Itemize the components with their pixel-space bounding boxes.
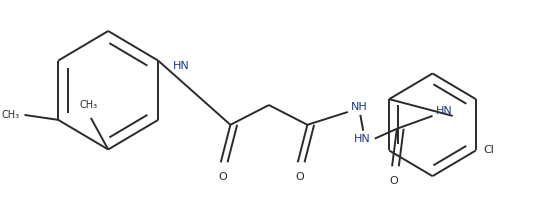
Text: CH₃: CH₃ bbox=[2, 110, 20, 120]
Text: Cl: Cl bbox=[483, 145, 495, 155]
Text: HN: HN bbox=[353, 134, 370, 144]
Text: O: O bbox=[390, 176, 398, 186]
Text: O: O bbox=[295, 172, 304, 182]
Text: CH₃: CH₃ bbox=[80, 100, 98, 110]
Text: HN: HN bbox=[173, 61, 189, 71]
Text: O: O bbox=[219, 172, 227, 182]
Text: NH: NH bbox=[351, 102, 367, 112]
Text: HN: HN bbox=[435, 106, 452, 116]
